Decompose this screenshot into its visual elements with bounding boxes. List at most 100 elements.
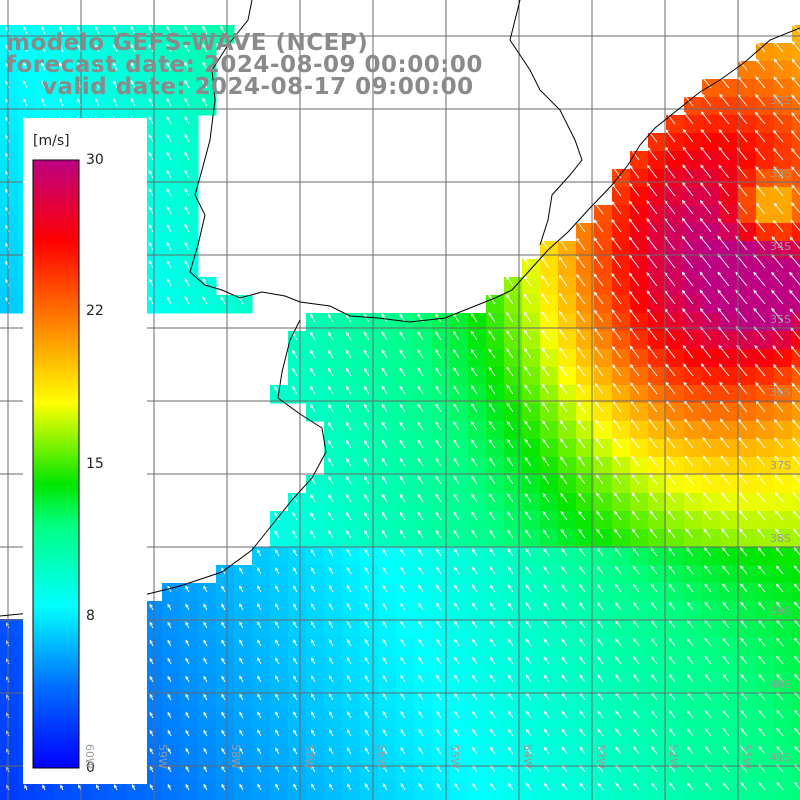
wind-arrow-head bbox=[720, 455, 724, 460]
wind-arrow bbox=[328, 494, 334, 503]
wind-arrow bbox=[524, 366, 532, 377]
wind-arrow-head bbox=[454, 584, 458, 589]
wind-arrow bbox=[239, 784, 244, 791]
wind-arrow-head bbox=[148, 43, 152, 48]
wind-arrow bbox=[77, 44, 82, 53]
speed-cell bbox=[612, 223, 631, 242]
wind-arrow bbox=[633, 674, 640, 683]
wind-arrow bbox=[541, 329, 550, 341]
wind-arrow bbox=[346, 657, 352, 665]
speed-cell bbox=[738, 241, 757, 260]
wind-arrow bbox=[435, 512, 442, 521]
wind-arrow bbox=[453, 313, 460, 323]
wind-arrow bbox=[184, 224, 190, 233]
wind-arrow-head bbox=[220, 295, 224, 300]
wind-arrow bbox=[775, 528, 784, 539]
speed-cell bbox=[0, 61, 19, 80]
wind-arrow-head bbox=[579, 583, 583, 588]
wind-arrow-head bbox=[596, 510, 600, 515]
wind-arrow-head bbox=[525, 566, 529, 571]
wind-arrow bbox=[754, 345, 766, 359]
speed-cell bbox=[216, 565, 235, 584]
speed-cell bbox=[522, 349, 541, 368]
wind-arrow bbox=[577, 402, 586, 413]
wind-arrow-head bbox=[542, 529, 547, 534]
wind-arrow bbox=[687, 692, 694, 701]
speed-cell bbox=[666, 133, 685, 152]
speed-cell bbox=[648, 547, 667, 566]
speed-cell bbox=[540, 601, 559, 620]
wind-arrow-head bbox=[718, 200, 722, 205]
wind-arrow-head bbox=[310, 385, 314, 390]
wind-arrow-head bbox=[363, 529, 368, 534]
wind-arrow-head bbox=[701, 418, 706, 423]
wind-arrow-head bbox=[718, 182, 722, 187]
wind-arrow-head bbox=[686, 728, 691, 732]
speed-cell bbox=[162, 187, 181, 206]
wind-arrow-head bbox=[382, 692, 386, 697]
wind-arrow bbox=[203, 586, 208, 593]
wind-arrow-head bbox=[275, 603, 279, 608]
speed-cell bbox=[468, 727, 487, 746]
speed-cell bbox=[540, 349, 559, 368]
wind-arrow-head bbox=[166, 25, 170, 30]
wind-arrow bbox=[148, 260, 154, 269]
speed-cell bbox=[648, 565, 667, 584]
wind-arrow bbox=[346, 729, 352, 737]
speed-cell bbox=[54, 61, 73, 80]
speed-cell bbox=[792, 97, 800, 116]
speed-cell bbox=[702, 151, 721, 170]
speed-cell bbox=[378, 367, 397, 386]
wind-arrow-head bbox=[166, 260, 170, 265]
wind-arrow bbox=[400, 783, 406, 791]
speed-cell bbox=[684, 313, 703, 332]
wind-arrow bbox=[166, 134, 172, 143]
speed-cell bbox=[558, 511, 577, 530]
speed-cell bbox=[180, 601, 199, 620]
speed-cell bbox=[684, 565, 703, 584]
wind-arrow bbox=[293, 711, 298, 719]
wind-arrow-head bbox=[185, 783, 189, 788]
speed-cell bbox=[648, 403, 667, 422]
wind-arrow-head bbox=[736, 218, 740, 223]
speed-cell bbox=[486, 403, 505, 422]
speed-cell bbox=[270, 727, 289, 746]
speed-cell bbox=[198, 295, 217, 314]
wind-arrow-head bbox=[649, 492, 653, 496]
speed-cell bbox=[234, 565, 253, 584]
wind-arrow-head bbox=[758, 727, 762, 732]
wind-arrow-head bbox=[755, 382, 759, 386]
wind-arrow bbox=[596, 511, 604, 521]
speed-cell bbox=[576, 403, 595, 422]
wind-arrow bbox=[148, 80, 154, 89]
wind-arrow bbox=[400, 657, 406, 665]
wind-arrow bbox=[347, 783, 352, 791]
wind-arrow-head bbox=[381, 511, 386, 516]
speed-cell bbox=[378, 493, 397, 512]
wind-arrow-head bbox=[704, 673, 709, 678]
wind-arrow-head bbox=[364, 584, 368, 589]
wind-arrow bbox=[682, 200, 694, 215]
wind-arrow-head bbox=[417, 313, 421, 318]
wind-arrow-head bbox=[613, 510, 618, 515]
speed-cell bbox=[756, 475, 775, 494]
wind-arrow bbox=[594, 202, 604, 215]
wind-arrow bbox=[418, 549, 424, 557]
speed-cell bbox=[198, 61, 217, 80]
wind-arrow-head bbox=[757, 528, 761, 533]
wind-arrow-head bbox=[488, 384, 493, 389]
wind-arrow-head bbox=[629, 345, 634, 350]
wind-arrow-head bbox=[579, 728, 583, 733]
speed-cell bbox=[468, 745, 487, 764]
wind-arrow bbox=[668, 547, 676, 557]
wind-arrow-head bbox=[755, 166, 759, 170]
wind-arrow-head bbox=[471, 529, 475, 534]
wind-arrow-head bbox=[239, 675, 243, 680]
wind-arrow bbox=[633, 638, 640, 647]
wind-arrow-head bbox=[363, 349, 368, 354]
speed-cell bbox=[306, 781, 325, 800]
speed-cell bbox=[540, 313, 559, 332]
speed-cell bbox=[252, 601, 271, 620]
speed-cell bbox=[720, 295, 739, 314]
wind-arrow-head bbox=[542, 438, 546, 443]
